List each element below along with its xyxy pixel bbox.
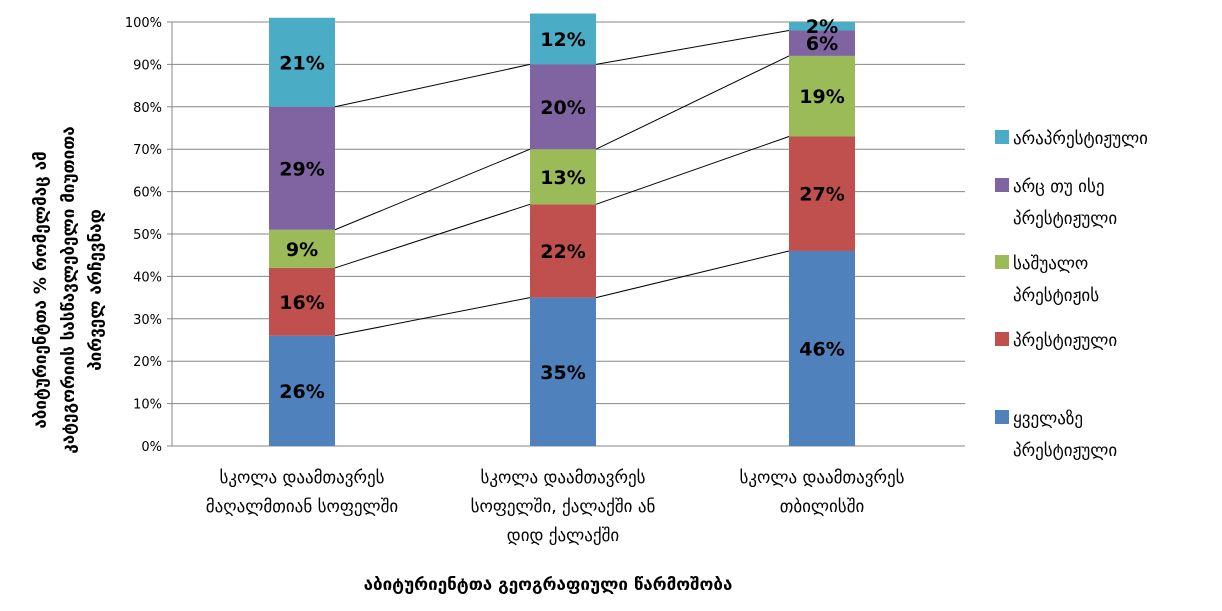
legend-label: პრესტიჟის <box>1013 286 1099 306</box>
y-tick-label: 30% <box>133 313 162 328</box>
segment-value-label: 9% <box>286 239 318 261</box>
segment-value-label: 13% <box>540 167 585 189</box>
segment-value-label: 21% <box>279 52 324 74</box>
y-axis-ticks: 0% 10% 20% 30% 40% 50% 60% 70% 80% 90% 100% <box>125 16 172 455</box>
segment-value-label: 6% <box>806 33 838 55</box>
legend-swatch <box>995 332 1009 346</box>
x-axis-category-labels: სკოლა დაამთავრეს მაღალმთიან სოფელში სკოლა … <box>206 468 905 546</box>
y-axis-title: აბიტურიენტთა % რომელმაც ამ კატეგორიის სას… <box>31 126 106 453</box>
bar-segment <box>269 106 335 230</box>
y-tick-label: 20% <box>133 355 162 370</box>
y-tick-label: 100% <box>125 16 162 31</box>
bar-segment <box>530 297 596 446</box>
legend-swatch <box>995 178 1009 192</box>
y-axis-title-line: აბიტურიენტთა % რომელმაც ამ <box>31 151 51 428</box>
series-line <box>334 63 531 108</box>
y-tick-label: 60% <box>133 186 162 201</box>
segment-value-label: 22% <box>540 241 585 263</box>
legend-label: პრესტიჟული <box>1013 441 1117 461</box>
y-tick-label: 10% <box>133 398 162 413</box>
bar-segment <box>789 22 855 31</box>
segment-labels: 26% 16% 9% 29% 21% 35% 22% 13% 20% 12% 46% 27% 19% 6%… <box>279 16 844 403</box>
series-line <box>595 55 790 150</box>
x-category-label: სოფელში, ქალაქში ან <box>471 497 656 517</box>
segment-value-label: 20% <box>540 97 585 119</box>
y-axis-title-line: კატეგორიის სასწავლებელი მიუთითა <box>59 126 79 453</box>
x-category-label: თბილისში <box>780 497 865 517</box>
y-axis-title-line: პირველ არჩევნად <box>86 209 106 371</box>
series-line <box>334 148 531 231</box>
legend-label: არაპრესტიჟული <box>1013 129 1148 149</box>
bar-segment <box>269 17 335 107</box>
y-tick-label: 90% <box>133 58 162 73</box>
series-line <box>595 136 790 205</box>
legend-label: ყველაზე <box>1013 409 1083 429</box>
bar-segment <box>530 13 596 65</box>
bar-segment <box>269 267 335 336</box>
bar-segment <box>530 204 596 298</box>
x-category-label: მაღალმთიან სოფელში <box>206 497 398 517</box>
series-line <box>334 297 531 337</box>
bar-segment <box>530 64 596 150</box>
legend: არაპრესტიჟული არც თუ ისე პრესტიჟული საშუალო… <box>995 129 1148 461</box>
y-tick-label: 80% <box>133 101 162 116</box>
x-category-label: სკოლა დაამთავრეს <box>219 468 384 488</box>
bar-segment <box>789 30 855 56</box>
y-tick-label: 40% <box>133 270 162 285</box>
bar-segment <box>530 149 596 205</box>
bar-segment <box>789 55 855 137</box>
bar-segment <box>789 250 855 446</box>
x-category-label: სკოლა დაამთავრეს <box>739 468 904 488</box>
series-line <box>595 29 790 65</box>
x-category-label: სკოლა დაამთავრეს <box>480 468 645 488</box>
segment-value-label: 19% <box>799 86 844 108</box>
segment-value-label: 26% <box>279 381 324 403</box>
segment-value-label: 12% <box>540 29 585 51</box>
segment-value-label: 16% <box>279 292 324 314</box>
legend-swatch <box>995 130 1009 144</box>
legend-label: პრესტიჟული <box>1013 331 1117 351</box>
y-tick-label: 0% <box>141 440 162 455</box>
segment-value-label: 46% <box>799 338 844 360</box>
series-connector-lines <box>334 29 790 337</box>
segment-value-label: 35% <box>540 362 585 384</box>
series-line <box>595 250 790 299</box>
y-tick-label: 50% <box>133 228 162 243</box>
bar-segment <box>269 335 335 446</box>
segment-value-label: 29% <box>279 158 324 180</box>
legend-label: პრესტიჟული <box>1013 209 1117 229</box>
legend-label: საშუალო <box>1013 254 1088 274</box>
bar-segment <box>789 136 855 251</box>
segment-value-label: 27% <box>799 184 844 206</box>
x-category-label: დიდ ქალაქში <box>507 526 619 546</box>
legend-swatch <box>995 255 1009 269</box>
series-line <box>334 203 531 269</box>
bar-segments <box>269 13 855 446</box>
legend-swatch <box>995 410 1009 424</box>
y-tick-label: 70% <box>133 143 162 158</box>
x-axis-title: აბიტურიენტთა გეოგრაფიული წარმოშობა <box>364 575 733 595</box>
segment-value-label: 2% <box>806 16 838 38</box>
bar-segment <box>269 229 335 268</box>
legend-label: არც თუ ისე <box>1013 177 1105 197</box>
